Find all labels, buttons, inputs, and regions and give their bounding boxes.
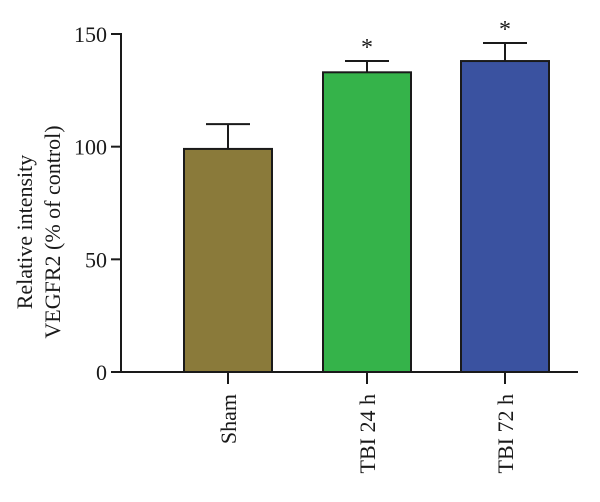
x-tick-label: TBI 72 h bbox=[493, 394, 518, 473]
bar-tbi-72-h bbox=[460, 60, 550, 373]
x-ticks: Sham TBI 24 h TBI 72 h bbox=[216, 372, 518, 473]
y-tick-label: 150 bbox=[74, 22, 107, 47]
y-tick-label: 100 bbox=[74, 135, 107, 160]
x-tick-label: Sham bbox=[216, 394, 241, 444]
bar-sham bbox=[183, 147, 273, 373]
bars: ** bbox=[183, 17, 550, 373]
significance-marker: * bbox=[499, 17, 511, 43]
x-tick-label: TBI 24 h bbox=[355, 394, 380, 473]
y-axis-label-line2: VEGFR2 (% of control) bbox=[40, 125, 65, 338]
y-tick-label: 0 bbox=[96, 360, 107, 385]
y-tick-label: 50 bbox=[85, 247, 107, 272]
y-ticks: 0 50 100 150 bbox=[74, 22, 121, 385]
bar-tbi-24-h bbox=[322, 71, 412, 373]
y-axis-label-line1: Relative intensity bbox=[12, 155, 37, 310]
significance-marker: * bbox=[361, 35, 373, 61]
y-axis-label: Relative intensity VEGFR2 (% of control) bbox=[12, 125, 65, 338]
